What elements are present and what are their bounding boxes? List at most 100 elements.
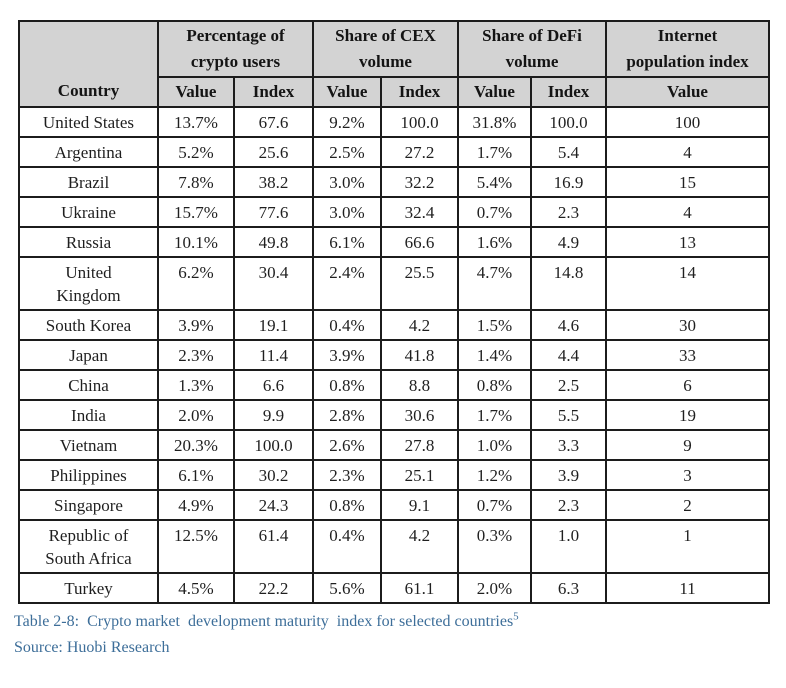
internet-index-value-cell: 19 — [605, 399, 771, 431]
defi-index-cell: 2.5 — [529, 369, 608, 401]
cex-value-cell: 2.5% — [312, 136, 382, 168]
crypto-users-value-cell: 10.1% — [157, 226, 235, 258]
defi-value-cell: 1.5% — [457, 309, 532, 341]
defi-value-cell: 1.6% — [457, 226, 532, 258]
country-cell: Japan — [18, 339, 159, 371]
crypto-users-index-cell: 30.4 — [233, 256, 314, 311]
cex-value-cell: 3.0% — [312, 196, 382, 228]
table-row: United Kingdom 6.2% 30.4 2.4% 25.5 4.7% … — [18, 256, 771, 311]
crypto-users-index-cell: 24.3 — [233, 489, 314, 521]
subheader-defi-index: Index — [529, 76, 608, 108]
cex-index-cell: 61.1 — [380, 572, 459, 604]
subheader-crypto-users-value: Value — [157, 76, 235, 108]
cex-index-cell: 66.6 — [380, 226, 459, 258]
internet-index-value-cell: 6 — [605, 369, 771, 401]
crypto-users-index-cell: 61.4 — [233, 519, 314, 574]
crypto-users-index-cell: 100.0 — [233, 429, 314, 461]
country-cell: Brazil — [18, 166, 159, 198]
crypto-users-index-cell: 25.6 — [233, 136, 314, 168]
defi-index-cell: 4.9 — [529, 226, 608, 258]
defi-value-cell: 0.7% — [457, 489, 532, 521]
column-group-defi-volume: Share of DeFi volume — [456, 20, 608, 78]
defi-index-cell: 5.4 — [529, 136, 608, 168]
internet-index-value-cell: 1 — [605, 519, 771, 574]
defi-value-cell: 0.8% — [457, 369, 532, 401]
table-row: Vietnam 20.3% 100.0 2.6% 27.8 1.0% 3.3 9 — [18, 429, 771, 461]
column-header-country: Country — [18, 20, 159, 108]
crypto-users-value-cell: 15.7% — [157, 196, 235, 228]
subheader-defi-value: Value — [457, 76, 532, 108]
defi-index-cell: 4.6 — [529, 309, 608, 341]
country-cell: Republic of South Africa — [18, 519, 159, 574]
table-row: Philippines 6.1% 30.2 2.3% 25.1 1.2% 3.9… — [18, 459, 771, 491]
footnote-marker: 5 — [513, 610, 519, 623]
subheader-cex-index: Index — [380, 76, 459, 108]
caption-text: Table 2-8: Crypto market development mat… — [14, 613, 514, 630]
crypto-users-value-cell: 4.5% — [157, 572, 235, 604]
defi-value-cell: 1.7% — [457, 399, 532, 431]
report-page: Country Percentage of crypto users Share… — [14, 20, 771, 656]
crypto-users-value-cell: 6.1% — [157, 459, 235, 491]
table-row: Russia 10.1% 49.8 6.1% 66.6 1.6% 4.9 13 — [18, 226, 771, 258]
cex-index-cell: 25.5 — [380, 256, 459, 311]
cex-value-cell: 0.4% — [312, 519, 382, 574]
crypto-users-value-cell: 2.3% — [157, 339, 235, 371]
table-row: India 2.0% 9.9 2.8% 30.6 1.7% 5.5 19 — [18, 399, 771, 431]
country-cell: India — [18, 399, 159, 431]
internet-index-value-cell: 30 — [605, 309, 771, 341]
column-group-cex-volume: Share of CEX volume — [312, 20, 459, 78]
defi-value-cell: 1.4% — [457, 339, 532, 371]
defi-index-cell: 2.3 — [529, 489, 608, 521]
cex-index-cell: 30.6 — [380, 399, 459, 431]
crypto-users-value-cell: 7.8% — [157, 166, 235, 198]
crypto-users-value-cell: 1.3% — [157, 369, 235, 401]
cex-value-cell: 3.9% — [312, 339, 382, 371]
internet-index-value-cell: 33 — [605, 339, 771, 371]
crypto-users-value-cell: 6.2% — [157, 256, 235, 311]
country-cell: Russia — [18, 226, 159, 258]
defi-index-cell: 1.0 — [529, 519, 608, 574]
table-body: United States 13.7% 67.6 9.2% 100.0 31.8… — [18, 106, 771, 604]
defi-value-cell: 1.0% — [457, 429, 532, 461]
defi-value-cell: 4.7% — [457, 256, 532, 311]
cex-value-cell: 2.8% — [312, 399, 382, 431]
table-caption: Table 2-8: Crypto market development mat… — [14, 611, 768, 633]
country-cell: Vietnam — [18, 429, 159, 461]
defi-value-cell: 1.7% — [457, 136, 532, 168]
subheader-internet-value: Value — [605, 76, 771, 108]
internet-index-value-cell: 4 — [605, 196, 771, 228]
internet-index-value-cell: 4 — [605, 136, 771, 168]
crypto-maturity-table: Country Percentage of crypto users Share… — [18, 20, 771, 604]
defi-index-cell: 4.4 — [529, 339, 608, 371]
cex-index-cell: 4.2 — [380, 519, 459, 574]
crypto-users-index-cell: 30.2 — [233, 459, 314, 491]
defi-index-cell: 3.3 — [529, 429, 608, 461]
column-group-crypto-users: Percentage of crypto users — [157, 20, 314, 78]
cex-index-cell: 9.1 — [380, 489, 459, 521]
cex-value-cell: 0.4% — [312, 309, 382, 341]
internet-index-value-cell: 11 — [605, 572, 771, 604]
crypto-users-value-cell: 2.0% — [157, 399, 235, 431]
country-cell: China — [18, 369, 159, 401]
table-row: United States 13.7% 67.6 9.2% 100.0 31.8… — [18, 106, 771, 138]
cex-value-cell: 0.8% — [312, 369, 382, 401]
internet-index-value-cell: 9 — [605, 429, 771, 461]
internet-index-value-cell: 14 — [605, 256, 771, 311]
crypto-users-value-cell: 4.9% — [157, 489, 235, 521]
cex-value-cell: 2.6% — [312, 429, 382, 461]
country-cell: Argentina — [18, 136, 159, 168]
defi-value-cell: 0.3% — [457, 519, 532, 574]
cex-index-cell: 100.0 — [380, 106, 459, 138]
table-header: Country Percentage of crypto users Share… — [18, 20, 771, 108]
crypto-users-index-cell: 19.1 — [233, 309, 314, 341]
cex-index-cell: 8.8 — [380, 369, 459, 401]
crypto-users-value-cell: 12.5% — [157, 519, 235, 574]
subheader-cex-value: Value — [312, 76, 382, 108]
cex-value-cell: 9.2% — [312, 106, 382, 138]
internet-index-value-cell: 15 — [605, 166, 771, 198]
crypto-users-value-cell: 13.7% — [157, 106, 235, 138]
column-group-internet-population-index: Internet population index — [605, 20, 771, 78]
cex-value-cell: 0.8% — [312, 489, 382, 521]
country-cell: Ukraine — [18, 196, 159, 228]
table-row: China 1.3% 6.6 0.8% 8.8 0.8% 2.5 6 — [18, 369, 771, 401]
